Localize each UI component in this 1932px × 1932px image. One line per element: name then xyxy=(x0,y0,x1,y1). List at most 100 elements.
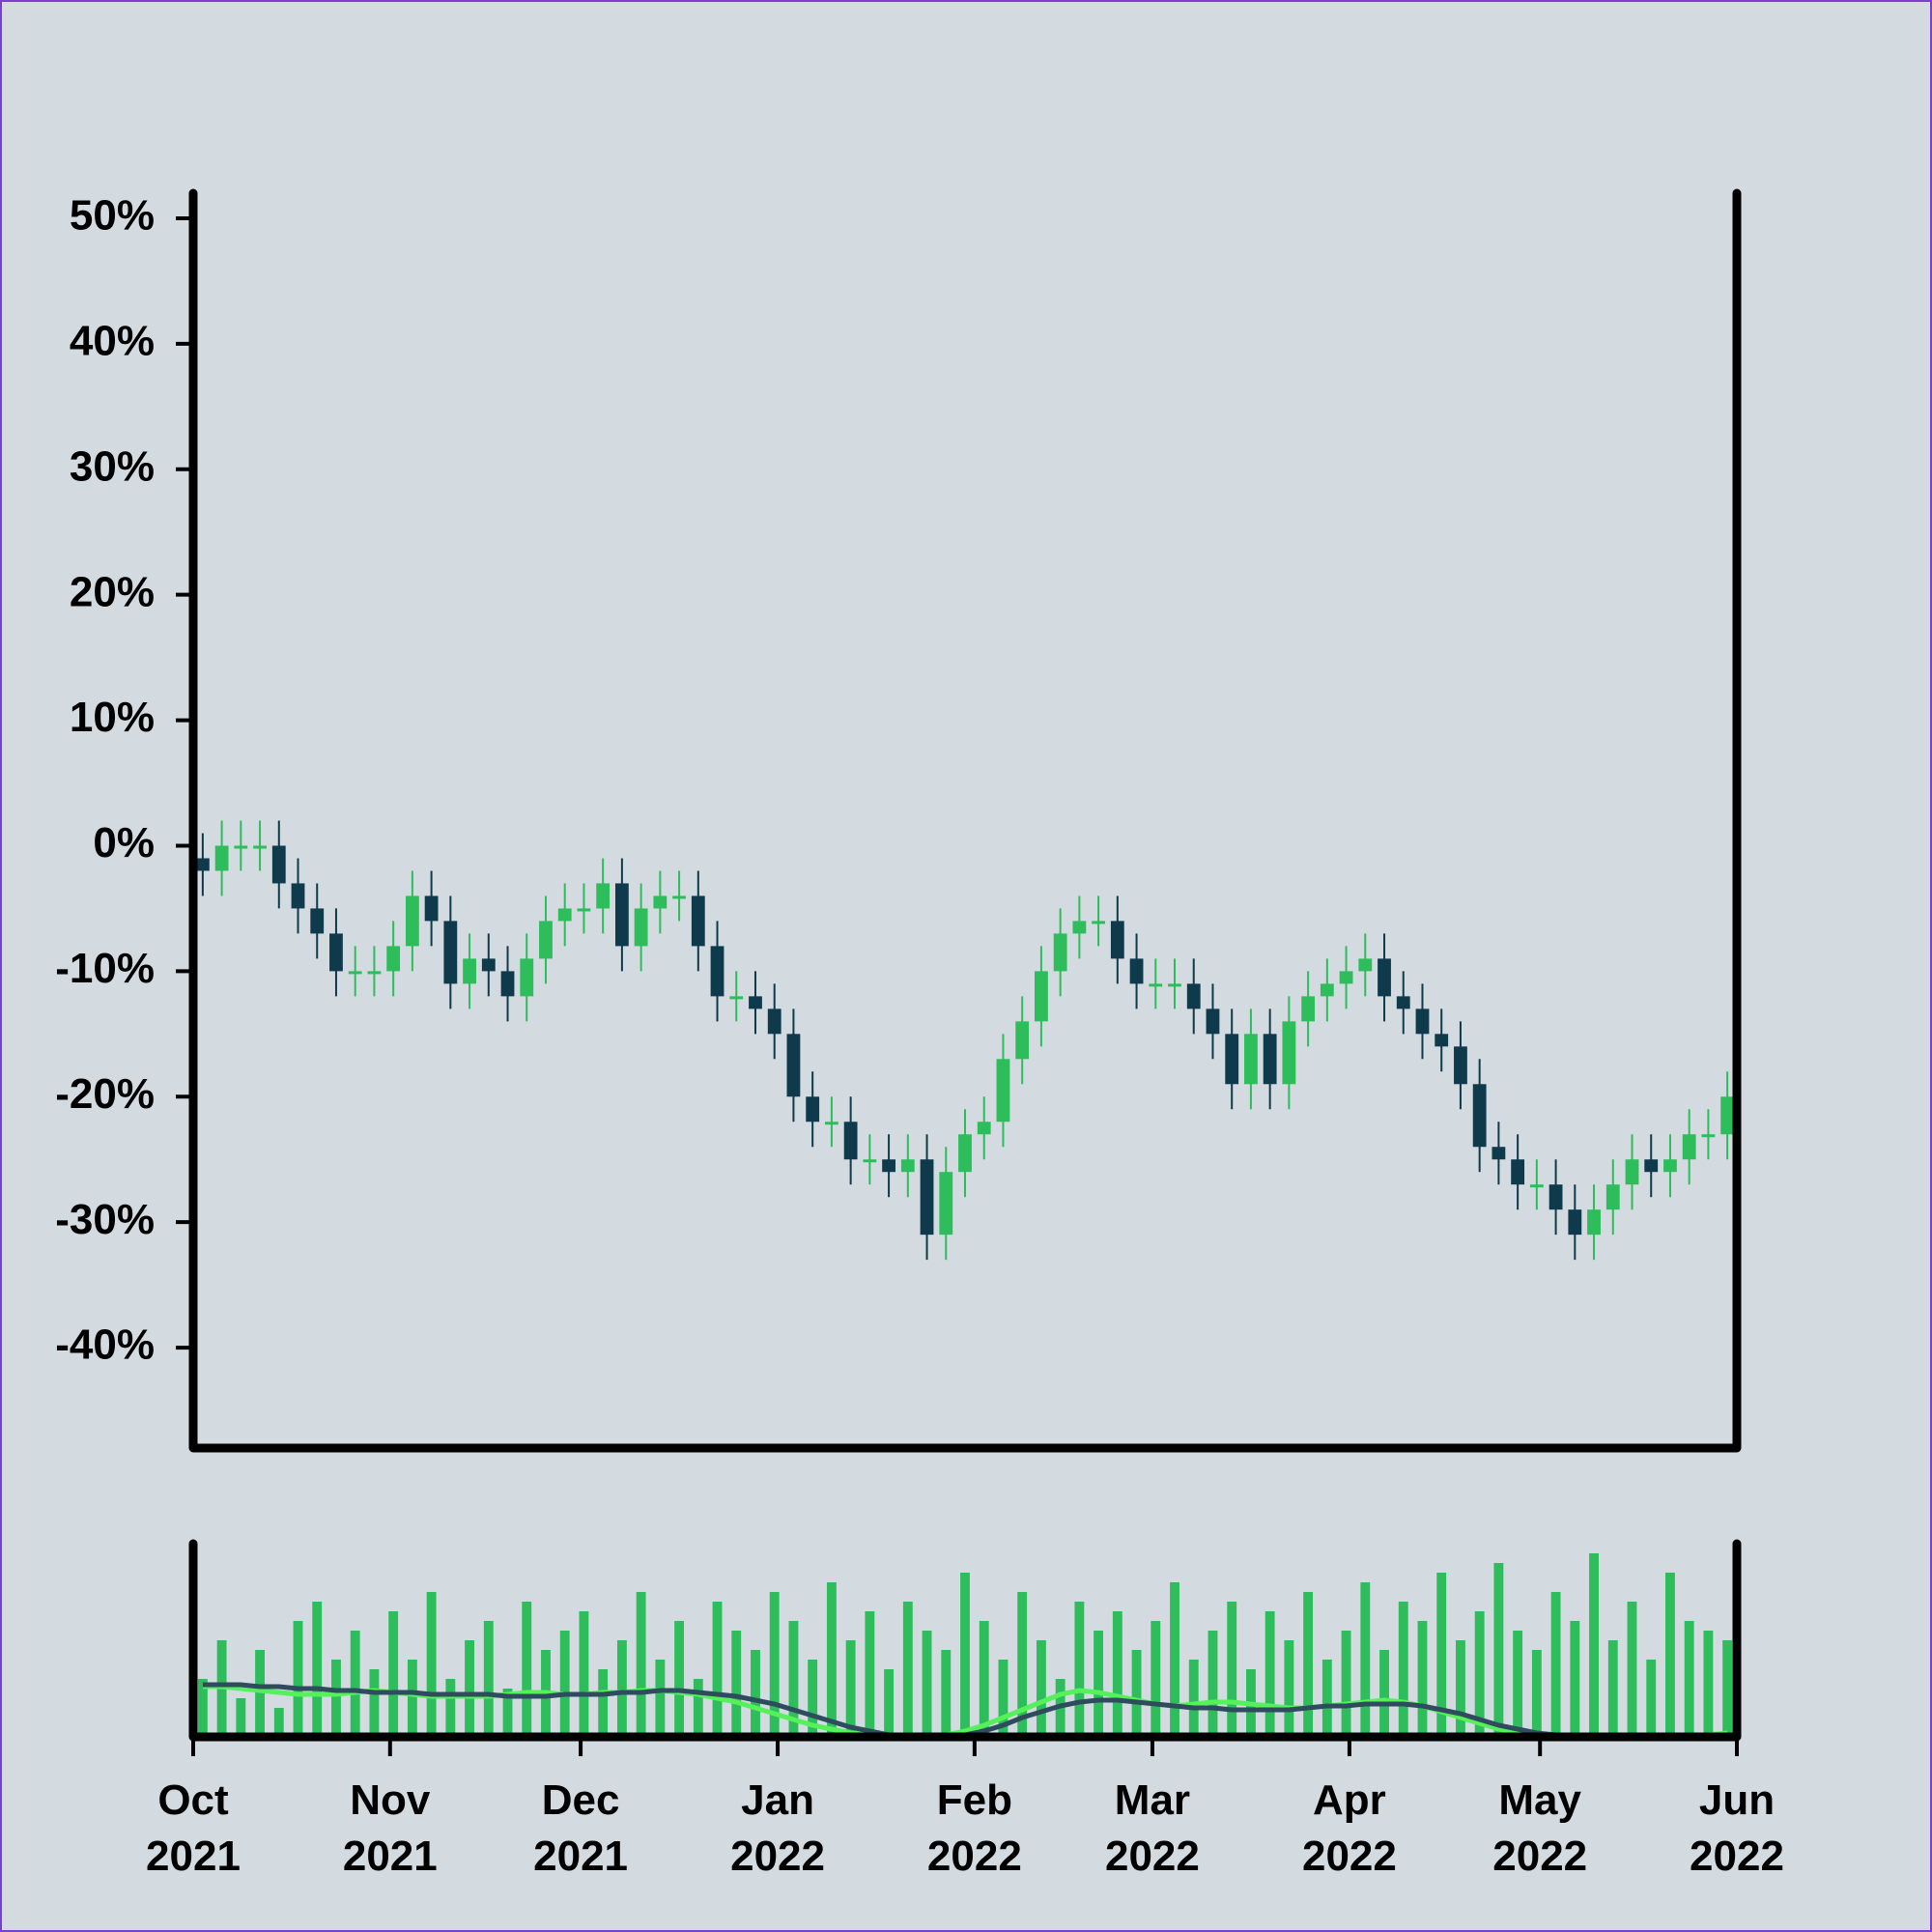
volume-bar xyxy=(369,1669,380,1737)
x-tick-label-line: May xyxy=(1498,1776,1581,1824)
volume-bar xyxy=(1284,1640,1294,1737)
volume-bar xyxy=(1131,1650,1142,1737)
volume-bar xyxy=(788,1621,799,1737)
volume-bar xyxy=(1513,1631,1523,1737)
volume-bar xyxy=(712,1602,723,1737)
candle-body xyxy=(653,895,668,909)
volume-bar xyxy=(426,1592,437,1737)
candle-body xyxy=(234,845,248,849)
volume-bar xyxy=(502,1689,513,1737)
volume-bar xyxy=(197,1679,208,1737)
volume-bar xyxy=(693,1679,703,1737)
x-tick-label-line: 2021 xyxy=(533,1833,628,1880)
volume-bar xyxy=(884,1669,895,1737)
volume-bar xyxy=(1398,1602,1408,1737)
candle-body xyxy=(1415,1009,1430,1035)
candle-body xyxy=(195,858,210,871)
candle-body xyxy=(1092,921,1106,924)
volume-bar xyxy=(445,1679,456,1737)
x-tick-label-line: Jun xyxy=(1699,1776,1775,1824)
candle-body xyxy=(1263,1034,1277,1085)
volume-bar xyxy=(1607,1640,1618,1737)
y-tick-label: 0% xyxy=(93,819,155,867)
candle-body xyxy=(1701,1134,1716,1138)
volume-bar xyxy=(769,1592,780,1737)
candle-body xyxy=(1529,1184,1544,1188)
candle-body xyxy=(920,1159,934,1236)
y-tick-label: 50% xyxy=(70,192,155,240)
x-tick-label: Mar 2022 xyxy=(1105,1776,1200,1880)
candle-body xyxy=(1548,1184,1563,1210)
candle-body xyxy=(463,958,476,984)
candle-body xyxy=(1339,971,1353,984)
x-tick-label: Jun 2022 xyxy=(1690,1776,1784,1880)
candle-body xyxy=(481,958,496,972)
volume-bar xyxy=(636,1592,646,1737)
candle-body xyxy=(1472,1084,1487,1148)
y-tick-label: 20% xyxy=(70,568,155,615)
volume-bar xyxy=(1665,1573,1675,1737)
volume-bar xyxy=(1570,1621,1580,1737)
volume-bar xyxy=(655,1660,666,1737)
candle-body xyxy=(1129,958,1144,984)
candle-body xyxy=(1110,921,1124,959)
candle-body xyxy=(1720,1096,1735,1135)
candle-body xyxy=(1492,1147,1506,1160)
candle-body xyxy=(271,845,286,884)
candle-body xyxy=(1206,1009,1220,1035)
volume-bar xyxy=(1264,1611,1275,1737)
axis-frame xyxy=(188,188,1742,1453)
volume-bar xyxy=(751,1650,760,1737)
volume-bar xyxy=(1627,1602,1637,1737)
volume-bar xyxy=(1684,1621,1694,1737)
volume-bar xyxy=(1379,1650,1389,1737)
candle-body xyxy=(310,908,325,934)
x-tick-label-line: Oct xyxy=(157,1776,229,1824)
candle-body xyxy=(958,1134,972,1173)
volume-bar xyxy=(331,1660,341,1737)
candle-body xyxy=(424,895,439,922)
volume-bar xyxy=(1531,1650,1542,1737)
candle-body xyxy=(1454,1046,1467,1085)
x-tick-label: Apr 2022 xyxy=(1302,1776,1397,1880)
volume-bar xyxy=(312,1602,323,1737)
candle-body xyxy=(348,971,362,975)
volume-bar xyxy=(273,1708,284,1737)
x-tick-label: Oct 2021 xyxy=(146,1776,241,1880)
volume-bar xyxy=(979,1621,989,1737)
volume-bar xyxy=(960,1573,970,1737)
x-tick-label-line: Jan xyxy=(741,1776,814,1824)
volume-bar xyxy=(808,1660,818,1737)
candle-body xyxy=(634,908,648,947)
candle-body xyxy=(1244,1034,1258,1085)
candle-body xyxy=(1435,1034,1449,1047)
volume-bar xyxy=(865,1611,875,1737)
candle-body xyxy=(596,883,611,909)
candle-body xyxy=(520,958,534,997)
x-tick-label-line: 2022 xyxy=(1690,1833,1784,1880)
x-tick-label-line: 2022 xyxy=(1105,1833,1200,1880)
candle-body xyxy=(1644,1159,1659,1173)
candle-body xyxy=(291,883,305,909)
candle-body xyxy=(500,971,515,997)
candle-body xyxy=(557,908,572,922)
candle-body xyxy=(1168,983,1181,987)
volume-bar xyxy=(826,1582,837,1737)
candle-body xyxy=(843,1122,858,1160)
candle-body xyxy=(1149,983,1163,987)
candle-body xyxy=(1072,921,1087,934)
candle-body xyxy=(1682,1134,1696,1160)
candle-body xyxy=(710,946,724,997)
volume-bar xyxy=(255,1650,265,1737)
candle-body xyxy=(386,946,401,972)
x-tick-label: Dec 2021 xyxy=(533,1776,628,1880)
candle-body xyxy=(614,883,629,947)
x-tick-label-line: Mar xyxy=(1115,1776,1190,1824)
candle-body xyxy=(1625,1159,1639,1185)
volume-bar xyxy=(293,1621,303,1737)
candle-body xyxy=(996,1059,1010,1122)
volume-bar xyxy=(1303,1592,1314,1737)
candle-body xyxy=(1186,983,1201,1009)
candle-body xyxy=(1605,1184,1620,1210)
